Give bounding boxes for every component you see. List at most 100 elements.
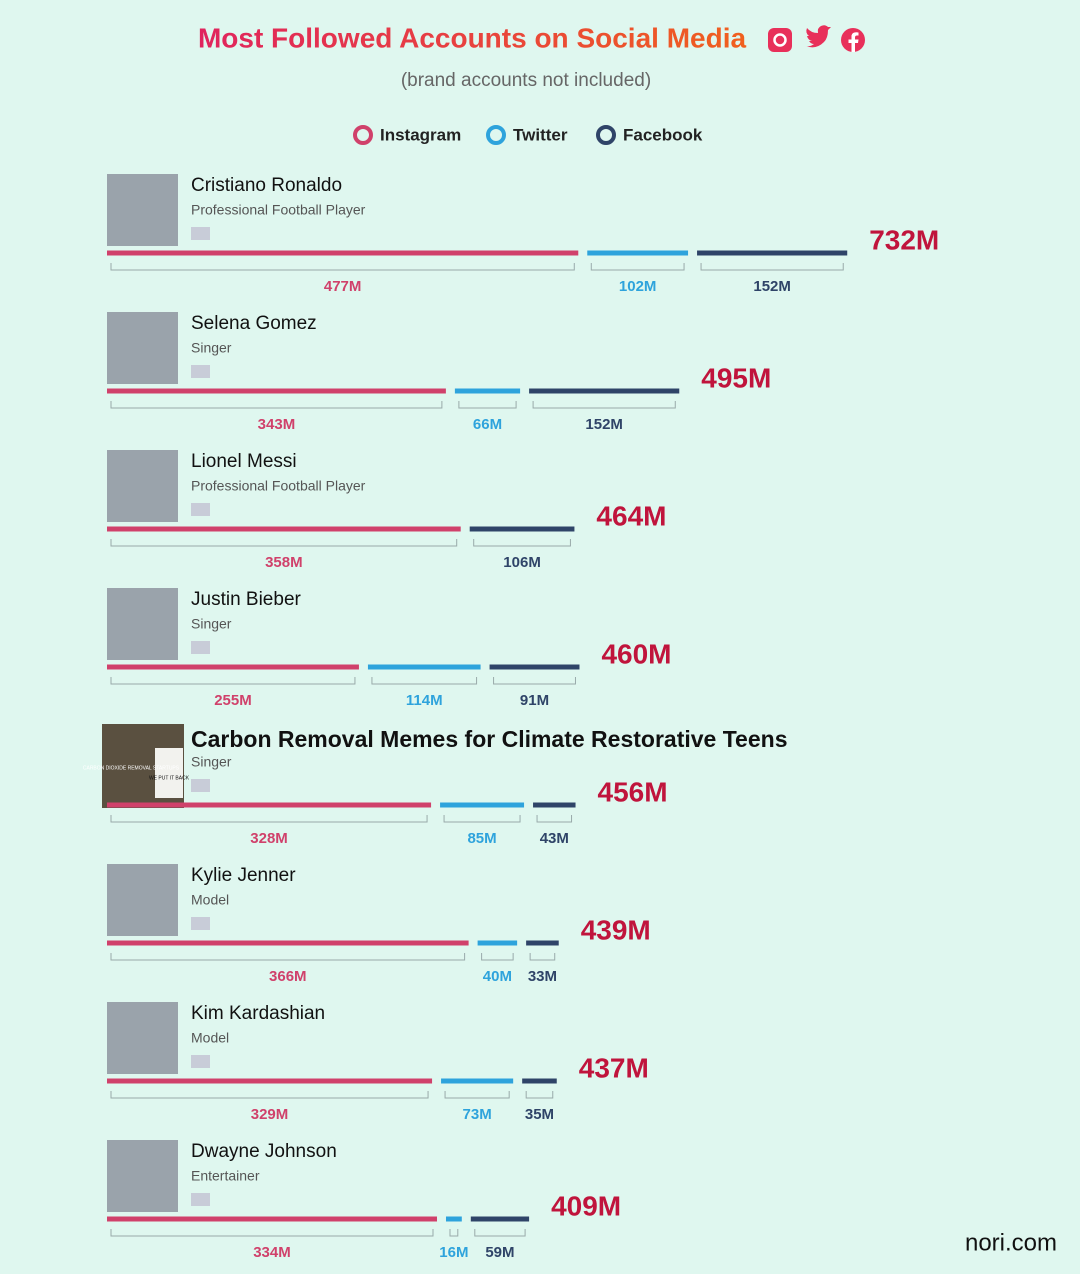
bracket <box>458 401 517 409</box>
value-label: 35M <box>525 1106 554 1123</box>
value-label: 366M <box>269 968 307 985</box>
bracket <box>481 953 514 961</box>
name: Kylie Jenner <box>191 865 296 886</box>
facebook-icon-f <box>848 32 859 52</box>
bracket <box>443 815 521 823</box>
total-label: 732M <box>869 224 939 255</box>
bracket <box>444 1091 510 1099</box>
legend-swatch <box>596 125 616 145</box>
flag <box>191 917 210 930</box>
bar-segment <box>107 940 469 946</box>
role: Singer <box>191 340 232 356</box>
role: Singer <box>191 754 232 770</box>
flag <box>191 1055 210 1068</box>
total-label: 439M <box>581 914 651 945</box>
bracket <box>532 401 676 409</box>
bar-segment <box>107 1216 437 1222</box>
bar-segment <box>107 802 432 808</box>
bar-segment <box>107 526 461 532</box>
photo <box>107 1002 178 1074</box>
value-label: 334M <box>253 1244 291 1261</box>
bar-segment <box>440 802 525 808</box>
bar-segment <box>107 388 446 394</box>
bracket <box>110 263 575 271</box>
role: Model <box>191 1030 229 1046</box>
bracket <box>110 1229 434 1237</box>
total-label: 460M <box>601 638 671 669</box>
value-label: 114M <box>406 692 443 709</box>
instagram-icon-lens <box>773 33 787 47</box>
total-label: 409M <box>551 1190 621 1221</box>
bar-segment <box>445 1216 462 1222</box>
role: Entertainer <box>191 1168 260 1184</box>
bracket <box>525 1091 554 1099</box>
value-label: 85M <box>467 830 496 847</box>
bar-segment <box>470 1216 530 1222</box>
value-label: 106M <box>503 554 541 571</box>
bar-segment <box>107 664 359 670</box>
photo <box>107 1140 178 1212</box>
name: Dwayne Johnson <box>191 1141 337 1162</box>
value-label: 358M <box>265 554 303 571</box>
value-label: 255M <box>214 692 252 709</box>
value-label: 152M <box>753 278 791 295</box>
role: Professional Football Player <box>191 202 366 218</box>
bracket <box>110 815 428 823</box>
bar-segment <box>522 1078 557 1084</box>
social-icons <box>768 25 865 52</box>
value-label: 59M <box>485 1244 514 1261</box>
bracket <box>110 401 443 409</box>
bracket <box>529 953 556 961</box>
bracket <box>110 953 466 961</box>
chart-title: Most Followed Accounts on Social Media <box>198 22 747 53</box>
total-label: 495M <box>701 362 771 393</box>
bracket <box>700 263 844 271</box>
bar-segment <box>367 664 481 670</box>
name: Justin Bieber <box>191 589 302 610</box>
name: Lionel Messi <box>191 451 297 472</box>
value-label: 152M <box>585 416 623 433</box>
chart-subtitle: (brand accounts not included) <box>401 70 651 91</box>
bracket <box>536 815 573 823</box>
value-label: 40M <box>483 968 512 985</box>
flag <box>191 365 210 378</box>
photo <box>107 864 178 936</box>
flag <box>191 1193 210 1206</box>
legend-label: Facebook <box>623 125 703 144</box>
value-label: 43M <box>540 830 569 847</box>
bracket <box>110 677 356 685</box>
bracket <box>371 677 478 685</box>
total-label: 456M <box>598 776 668 807</box>
value-label: 73M <box>463 1106 492 1123</box>
value-label: 102M <box>619 278 657 295</box>
bracket <box>473 539 571 547</box>
legend-swatch <box>486 125 506 145</box>
bracket <box>590 263 685 271</box>
instagram-icon <box>768 28 792 52</box>
bar-segment <box>697 250 848 256</box>
bar-segment <box>529 388 680 394</box>
legend-label: Instagram <box>380 125 461 144</box>
flag <box>191 779 210 792</box>
legend-swatch <box>353 125 373 145</box>
value-label: 91M <box>520 692 549 709</box>
photo-caption: CARBON DIOXIDE REMOVAL STARTUPS <box>83 765 180 771</box>
flag <box>191 227 210 240</box>
role: Professional Football Player <box>191 478 366 494</box>
value-label: 328M <box>250 830 288 847</box>
total-label: 464M <box>596 500 666 531</box>
value-label: 66M <box>473 416 502 433</box>
role: Singer <box>191 616 232 632</box>
photo <box>107 174 178 246</box>
value-label: 33M <box>528 968 557 985</box>
legend-label: Twitter <box>513 125 568 144</box>
twitter-icon <box>806 25 831 48</box>
bracket <box>474 1229 526 1237</box>
bracket <box>449 1229 459 1237</box>
bar-segment <box>469 526 575 532</box>
name: Cristiano Ronaldo <box>191 175 342 196</box>
bracket <box>493 677 576 685</box>
photo <box>107 450 178 522</box>
